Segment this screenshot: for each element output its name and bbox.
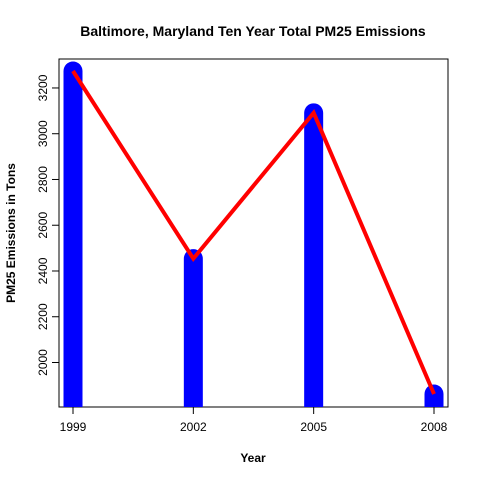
y-tick-label-2000: 2000 xyxy=(36,349,50,376)
y-tick-label-2800: 2800 xyxy=(36,166,50,193)
y-tick-label-2400: 2400 xyxy=(36,257,50,284)
x-tick-label-2005: 2005 xyxy=(300,420,327,434)
x-axis: 1999 2002 2005 2008 xyxy=(60,407,448,434)
plot-frame xyxy=(58,58,449,408)
x-axis-label: Year xyxy=(240,451,266,465)
series-line xyxy=(71,69,436,395)
x-tick-label-1999: 1999 xyxy=(60,420,87,434)
y-tick-label-2600: 2600 xyxy=(36,212,50,239)
y-axis-label: PM25 Emissions in Tons xyxy=(4,163,18,303)
line-layer xyxy=(71,69,436,395)
chart-title: Baltimore, Maryland Ten Year Total PM25 … xyxy=(80,23,426,39)
x-tick-label-2002: 2002 xyxy=(180,420,207,434)
y-axis: 2000 2200 2400 2600 2800 3000 3200 xyxy=(36,74,59,376)
y-tick-label-3200: 3200 xyxy=(36,74,50,101)
bars-layer xyxy=(63,61,444,407)
x-tick-label-2008: 2008 xyxy=(421,420,448,434)
y-tick-label-2200: 2200 xyxy=(36,303,50,330)
y-tick-label-3000: 3000 xyxy=(36,120,50,147)
